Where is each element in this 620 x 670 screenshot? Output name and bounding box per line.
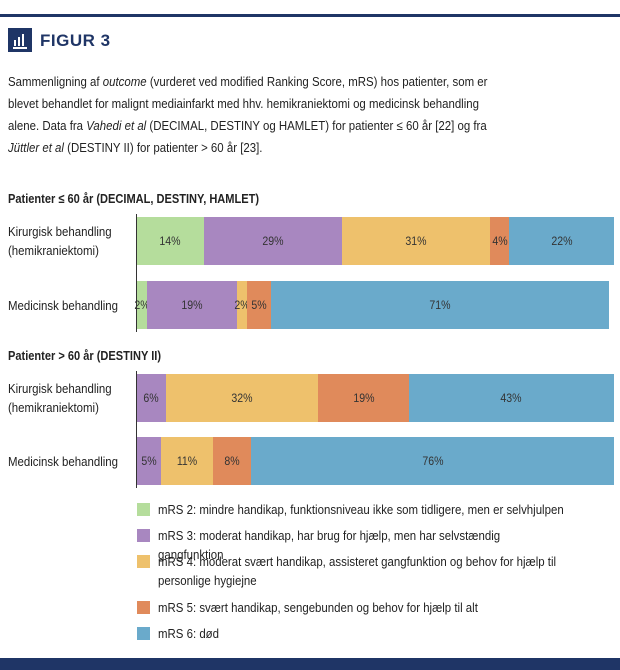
bar-segment	[213, 437, 252, 485]
panel-title: Patienter ≤ 60 år (DECIMAL, DESTINY, HAM…	[8, 191, 260, 206]
panel-title: Patienter > 60 år (DESTINY II)	[8, 348, 162, 363]
bar-segment	[165, 374, 319, 422]
bar-segment	[137, 437, 161, 485]
value-label: 32%	[231, 391, 253, 405]
legend-swatch	[137, 601, 150, 614]
value-label: 8%	[224, 454, 241, 468]
value-label: 2%	[134, 298, 150, 312]
axis-line	[136, 214, 137, 332]
legend-label: mRS 4: moderat svært handikap, assistere…	[158, 554, 557, 588]
caption-text: blevet behandlet for malignt mediainfark…	[8, 96, 479, 111]
category-label: Medicinsk behandling	[8, 453, 119, 469]
category-label: Medicinsk behandling	[8, 297, 119, 313]
bar-segment	[137, 281, 147, 329]
top-rule	[0, 14, 620, 17]
caption-text: outcome	[102, 74, 147, 89]
legend-label: mRS 6: død	[158, 626, 220, 641]
value-label: 4%	[491, 234, 508, 248]
caption-text: Vahedi et al	[86, 118, 147, 133]
value-label: 22%	[550, 234, 573, 248]
caption-text: alene. Data fra	[8, 118, 87, 133]
legend-swatch	[137, 529, 150, 542]
bar-segment	[146, 281, 238, 329]
bar-segment	[408, 374, 614, 422]
caption-text: (vurderet ved modified Ranking Score, mR…	[146, 74, 488, 89]
value-label: 11%	[176, 454, 198, 468]
bar-segment	[251, 437, 614, 485]
value-label: 5%	[250, 298, 267, 312]
legend-swatch	[137, 555, 150, 568]
bar-segment	[246, 281, 271, 329]
value-label: 19%	[352, 391, 375, 405]
value-label: 76%	[422, 454, 444, 468]
bar-segment	[137, 217, 204, 265]
value-label: 19%	[181, 298, 203, 312]
bar-segment	[137, 374, 166, 422]
legend-swatch	[137, 503, 150, 516]
bar-segment	[203, 217, 343, 265]
legend-label: mRS 2: mindre handikap, funktionsniveau …	[158, 502, 564, 517]
bar-segment	[509, 217, 614, 265]
value-label: 29%	[262, 234, 284, 248]
value-label: 43%	[500, 391, 523, 405]
figure-label: FIGUR 3	[40, 31, 111, 50]
bar-segment	[318, 374, 409, 422]
category-label: Kirurgisk behandling (hemikraniektomi)	[8, 224, 112, 258]
value-label: 5%	[141, 454, 157, 468]
axis-line	[136, 371, 137, 488]
caption-text: Sammenligning af	[8, 74, 103, 89]
category-label: Kirurgisk behandling (hemikraniektomi)	[8, 381, 112, 415]
value-label: 2%	[234, 298, 250, 312]
bar-segment	[489, 217, 510, 265]
bar-segment	[160, 437, 214, 485]
legend-label: mRS 3: moderat handikap, har brug for hj…	[158, 528, 501, 562]
value-label: 6%	[143, 391, 159, 405]
figure-icon	[8, 28, 32, 52]
bar-segment	[342, 217, 490, 265]
value-label: 14%	[159, 234, 181, 248]
caption-text: (DESTINY II) for patienter > 60 år [23].	[63, 140, 263, 155]
caption-line: Sammenligning af outcome (vurderet ved m…	[8, 71, 487, 93]
bar-segment	[237, 281, 247, 329]
value-label: 31%	[405, 234, 427, 248]
value-label: 71%	[429, 298, 451, 312]
legend-swatch	[137, 627, 150, 640]
caption-line: Jüttler et al (DESTINY II) for patienter…	[8, 137, 262, 159]
legend-label: mRS 5: svært handikap, sengebunden og be…	[158, 600, 478, 615]
caption-text: (DECIMAL, DESTINY og HAMLET) for patient…	[146, 118, 487, 133]
caption-line: alene. Data fra Vahedi et al (DECIMAL, D…	[8, 115, 487, 137]
caption-text: Jüttler et al	[8, 140, 64, 155]
bar-segment	[270, 281, 610, 329]
caption-line: blevet behandlet for malignt mediainfark…	[8, 93, 479, 115]
bottom-rule	[0, 658, 620, 670]
